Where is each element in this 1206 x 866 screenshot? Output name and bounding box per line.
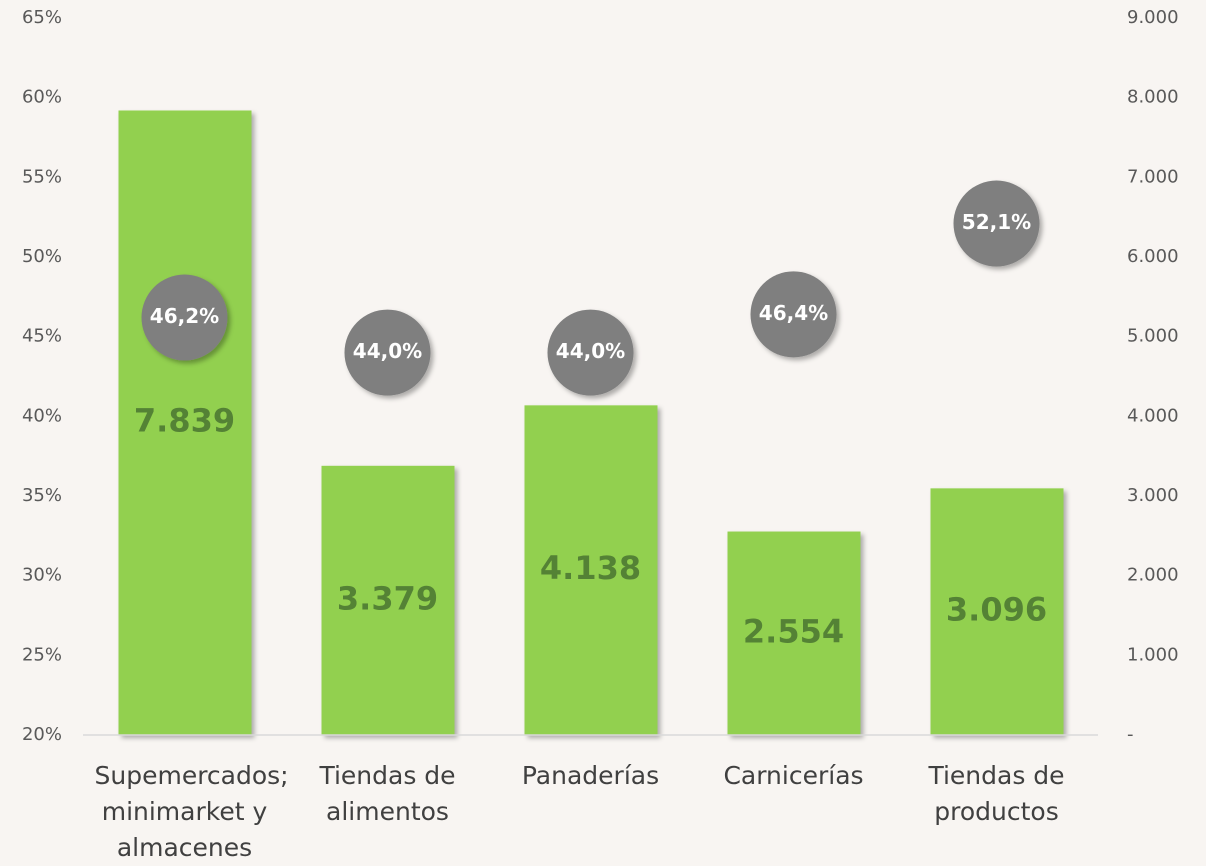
y-tick-label: 50%	[22, 246, 62, 267]
marker-value-label: 44,0%	[353, 339, 422, 363]
y2-tick-label: 7.000	[1127, 166, 1179, 187]
bar	[118, 110, 252, 736]
y-tick-label: 20%	[22, 724, 62, 745]
y2-tick-label: 4.000	[1127, 405, 1179, 426]
bar	[930, 488, 1064, 735]
bar-value-label: 4.138	[540, 549, 641, 587]
y-tick-label: 45%	[22, 326, 62, 347]
y2-tick-label: 2.000	[1127, 565, 1179, 586]
x-tick-label: Panaderías	[521, 761, 660, 790]
marker-value-label: 52,1%	[962, 210, 1031, 234]
marker-value-label: 46,4%	[759, 301, 828, 325]
y2-tick-label: 8.000	[1127, 87, 1179, 108]
y2-tick-label: 9.000	[1127, 7, 1179, 28]
marker	[547, 309, 634, 396]
bar	[524, 405, 658, 735]
y-tick-label: 65%	[22, 7, 62, 28]
marker	[141, 274, 228, 361]
bar-value-label: 3.379	[337, 579, 438, 617]
bar-value-label: 3.096	[946, 591, 1047, 629]
x-tick-label: Supemercados; minimarket y almacenes	[94, 761, 289, 862]
y-tick-label: 40%	[22, 405, 62, 426]
marker-value-label: 44,0%	[556, 339, 625, 363]
y-tick-label: 35%	[22, 485, 62, 506]
y-tick-label: 60%	[22, 87, 62, 108]
marker	[344, 309, 431, 396]
bar	[321, 465, 455, 735]
y2-tick-label: 3.000	[1127, 485, 1179, 506]
y-tick-label: 55%	[22, 166, 62, 187]
x-tick-label: Tiendas de alimentos	[319, 761, 456, 826]
y2-tick-label: 5.000	[1127, 326, 1179, 347]
bar-value-label: 2.554	[743, 612, 844, 650]
y2-tick-label: -	[1127, 724, 1134, 745]
y-tick-label: 25%	[22, 644, 62, 665]
marker-value-label: 46,2%	[150, 304, 219, 328]
x-tick-label: Tiendas de productos	[928, 761, 1065, 826]
y-tick-label: 30%	[22, 565, 62, 586]
marker	[750, 271, 837, 358]
bar-value-label: 7.839	[134, 402, 235, 440]
y2-tick-label: 6.000	[1127, 246, 1179, 267]
bar	[727, 531, 861, 735]
x-tick-label: Carnicerías	[723, 761, 864, 790]
marker	[953, 180, 1040, 267]
y2-tick-label: 1.000	[1127, 644, 1179, 665]
